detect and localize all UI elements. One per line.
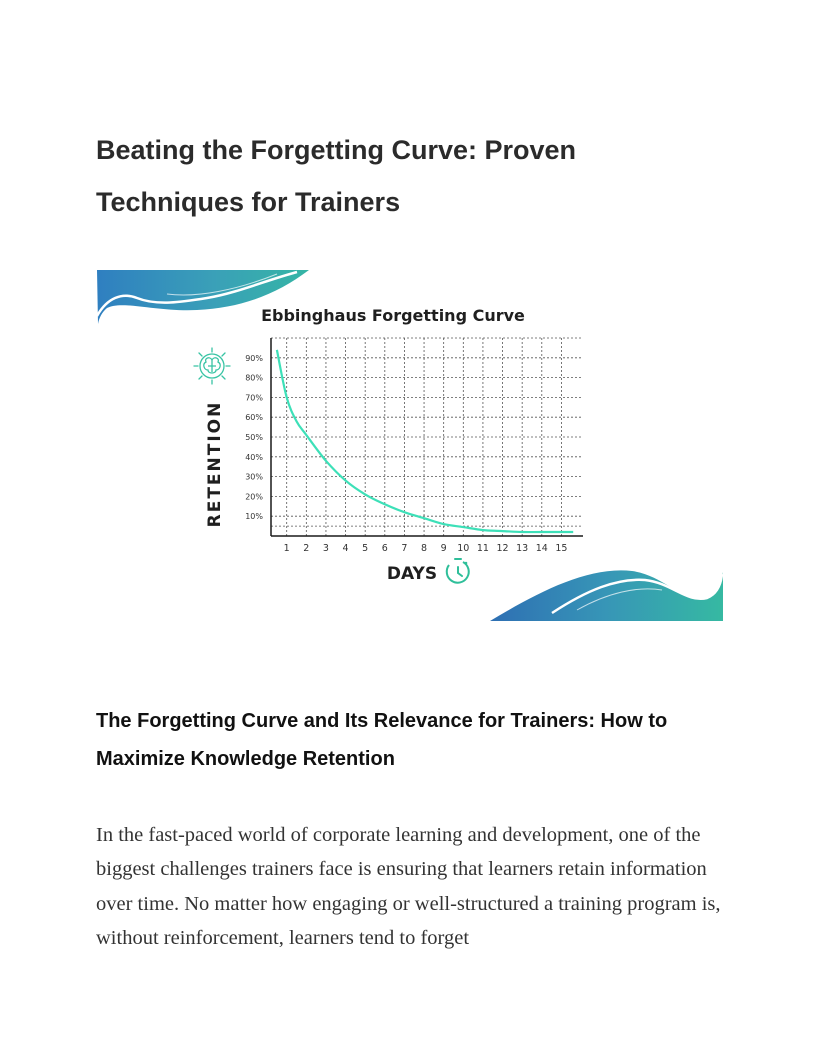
section-heading: The Forgetting Curve and Its Relevance f…: [96, 710, 668, 770]
x-tick-label: 10: [457, 543, 469, 554]
y-tick-label: 10%: [245, 512, 263, 521]
body-paragraph: In the fast-paced world of corporate lea…: [96, 824, 721, 949]
x-tick-label: 1: [284, 543, 290, 554]
y-tick-label: 90%: [245, 354, 263, 363]
top-left-wave-decoration: [97, 270, 309, 324]
brain-icon: [193, 347, 231, 385]
y-tick-label: 60%: [245, 413, 263, 422]
forgetting-curve-chart: Ebbinghaus Forgetting Curve 90% 80% 70% 60%…: [97, 270, 723, 621]
y-tick-labels: 90% 80% 70% 60% 50% 40% 30% 20% 10%: [245, 354, 263, 521]
y-tick-label: 30%: [245, 473, 263, 482]
retention-curve-line: [275, 349, 574, 534]
x-tick-label: 6: [382, 543, 388, 554]
x-axis-label: DAYS: [387, 564, 437, 584]
x-tick-label: 4: [343, 543, 349, 554]
x-tick-label: 15: [555, 543, 567, 554]
page-title: Beating the Forgetting Curve: Proven Tec…: [96, 135, 577, 217]
x-tick-labels: 1 2 3 4 5 6 7 8 9 10 11 12 13 14 15: [284, 543, 568, 554]
y-tick-label: 40%: [245, 453, 263, 462]
x-tick-label: 11: [477, 543, 489, 554]
x-tick-label: 5: [362, 543, 368, 554]
x-tick-label: 2: [303, 543, 309, 554]
x-tick-label: 8: [421, 543, 427, 554]
y-axis-label: RETENTION: [205, 401, 225, 528]
bottom-right-wave-decoration: [490, 570, 723, 621]
x-tick-label: 3: [323, 543, 329, 554]
x-tick-label: 9: [441, 543, 447, 554]
y-tick-label: 70%: [245, 393, 263, 402]
chart-axes: [270, 338, 583, 537]
clock-icon: [445, 558, 470, 584]
y-tick-label: 50%: [245, 433, 263, 442]
series-line-group: [275, 349, 574, 534]
x-tick-label: 7: [401, 543, 407, 554]
x-tick-label: 14: [536, 543, 548, 554]
y-tick-label: 20%: [245, 492, 263, 501]
chart-title: Ebbinghaus Forgetting Curve: [261, 306, 525, 325]
x-tick-label: 13: [516, 543, 528, 554]
y-tick-label: 80%: [245, 374, 263, 383]
chart-grid: [271, 337, 583, 536]
forgetting-curve-figure: Ebbinghaus Forgetting Curve 90% 80% 70% 60%…: [97, 268, 723, 622]
x-tick-label: 12: [497, 543, 509, 554]
